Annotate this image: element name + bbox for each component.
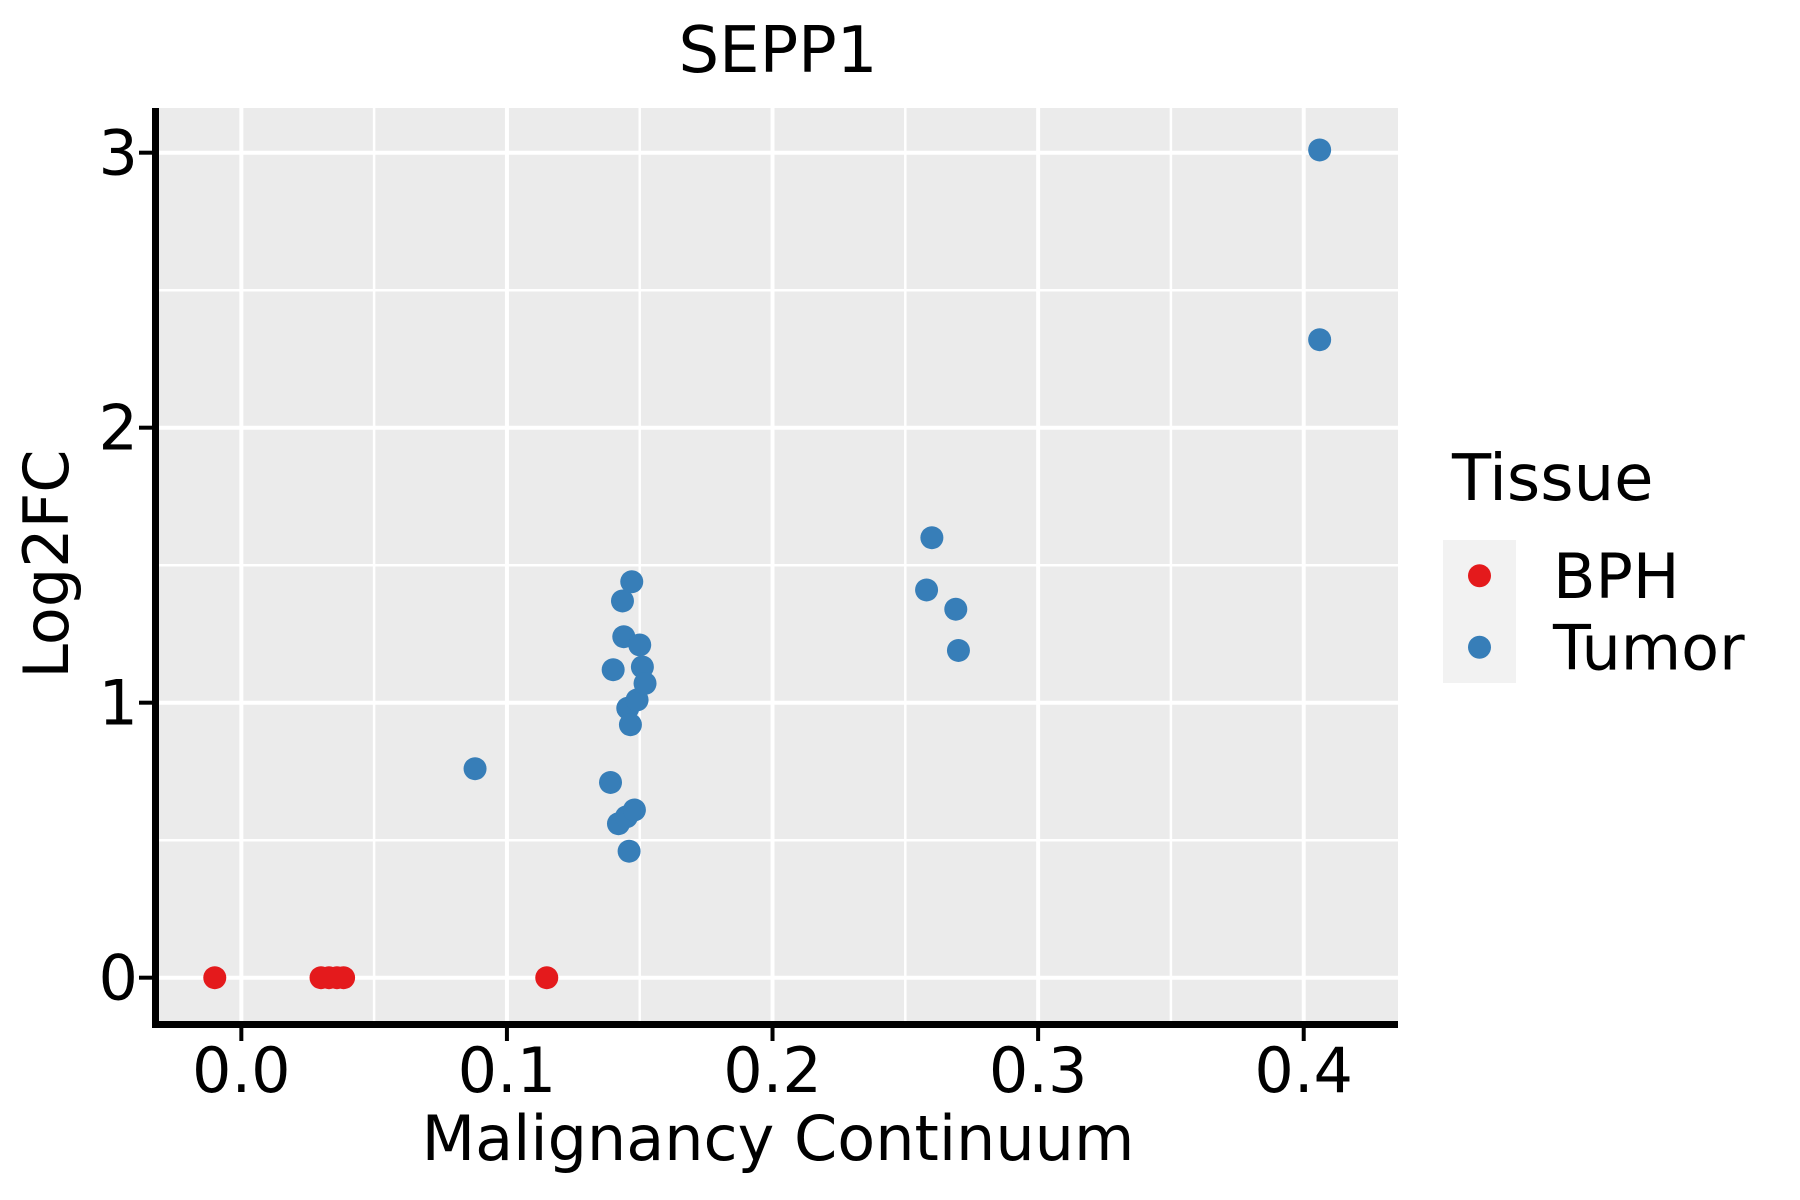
point-tumor [618,713,642,737]
point-tumor [633,671,657,695]
x-axis-spine [152,1021,1398,1028]
y-axis-spine [152,108,159,1028]
y-tick-mark [139,975,152,980]
point-tumor [915,578,939,602]
x-tick-label: 0.2 [723,1034,822,1107]
y-tick-mark [139,150,152,155]
y-tick-label: 2 [99,392,138,465]
point-tumor [622,798,646,822]
plot-title: SEPP1 [679,14,878,88]
panel-layer [159,108,1398,1021]
x-tick-label: 0.3 [989,1034,1088,1107]
point-bph [203,966,227,990]
point-tumor [946,638,970,662]
x-tick-label: 0.4 [1254,1034,1353,1107]
point-tumor [463,757,487,781]
point-bph [332,966,356,990]
legend-dot-tumor [1468,635,1491,659]
y-tick-mark [139,700,152,705]
y-axis-label: Log2FC [10,449,83,678]
point-tumor [920,526,944,550]
legend-dot-bph [1468,564,1491,588]
x-tick-label: 0.0 [192,1034,291,1107]
axes-layer: 0.0 0.1 0.2 0.3 0.4 0 1 2 3 [99,108,1398,1107]
point-tumor [1308,138,1332,162]
x-tick-mark [770,1028,775,1041]
point-tumor [944,597,968,621]
x-tick-mark [1036,1028,1041,1041]
point-tumor [601,658,625,682]
x-tick-mark [1301,1028,1306,1041]
y-tick-label: 0 [99,942,138,1015]
point-tumor [617,839,641,863]
legend-label-tumor: Tumor [1552,611,1745,684]
x-tick-label: 0.1 [458,1034,557,1107]
legend-title: Tissue [1451,442,1654,516]
point-tumor [620,570,644,594]
point-tumor [599,770,623,794]
y-tick-label: 3 [99,117,138,190]
x-axis-label: Malignancy Continuum [422,1102,1135,1175]
point-tumor [628,633,652,657]
x-tick-mark [239,1028,244,1041]
point-tumor [1308,328,1332,352]
x-tick-mark [504,1028,509,1041]
legend-label-bph: BPH [1553,540,1680,613]
points-layer [203,138,1332,990]
point-tumor [610,589,634,613]
y-tick-label: 1 [99,667,138,740]
y-tick-mark [139,425,152,430]
point-bph [535,966,559,990]
